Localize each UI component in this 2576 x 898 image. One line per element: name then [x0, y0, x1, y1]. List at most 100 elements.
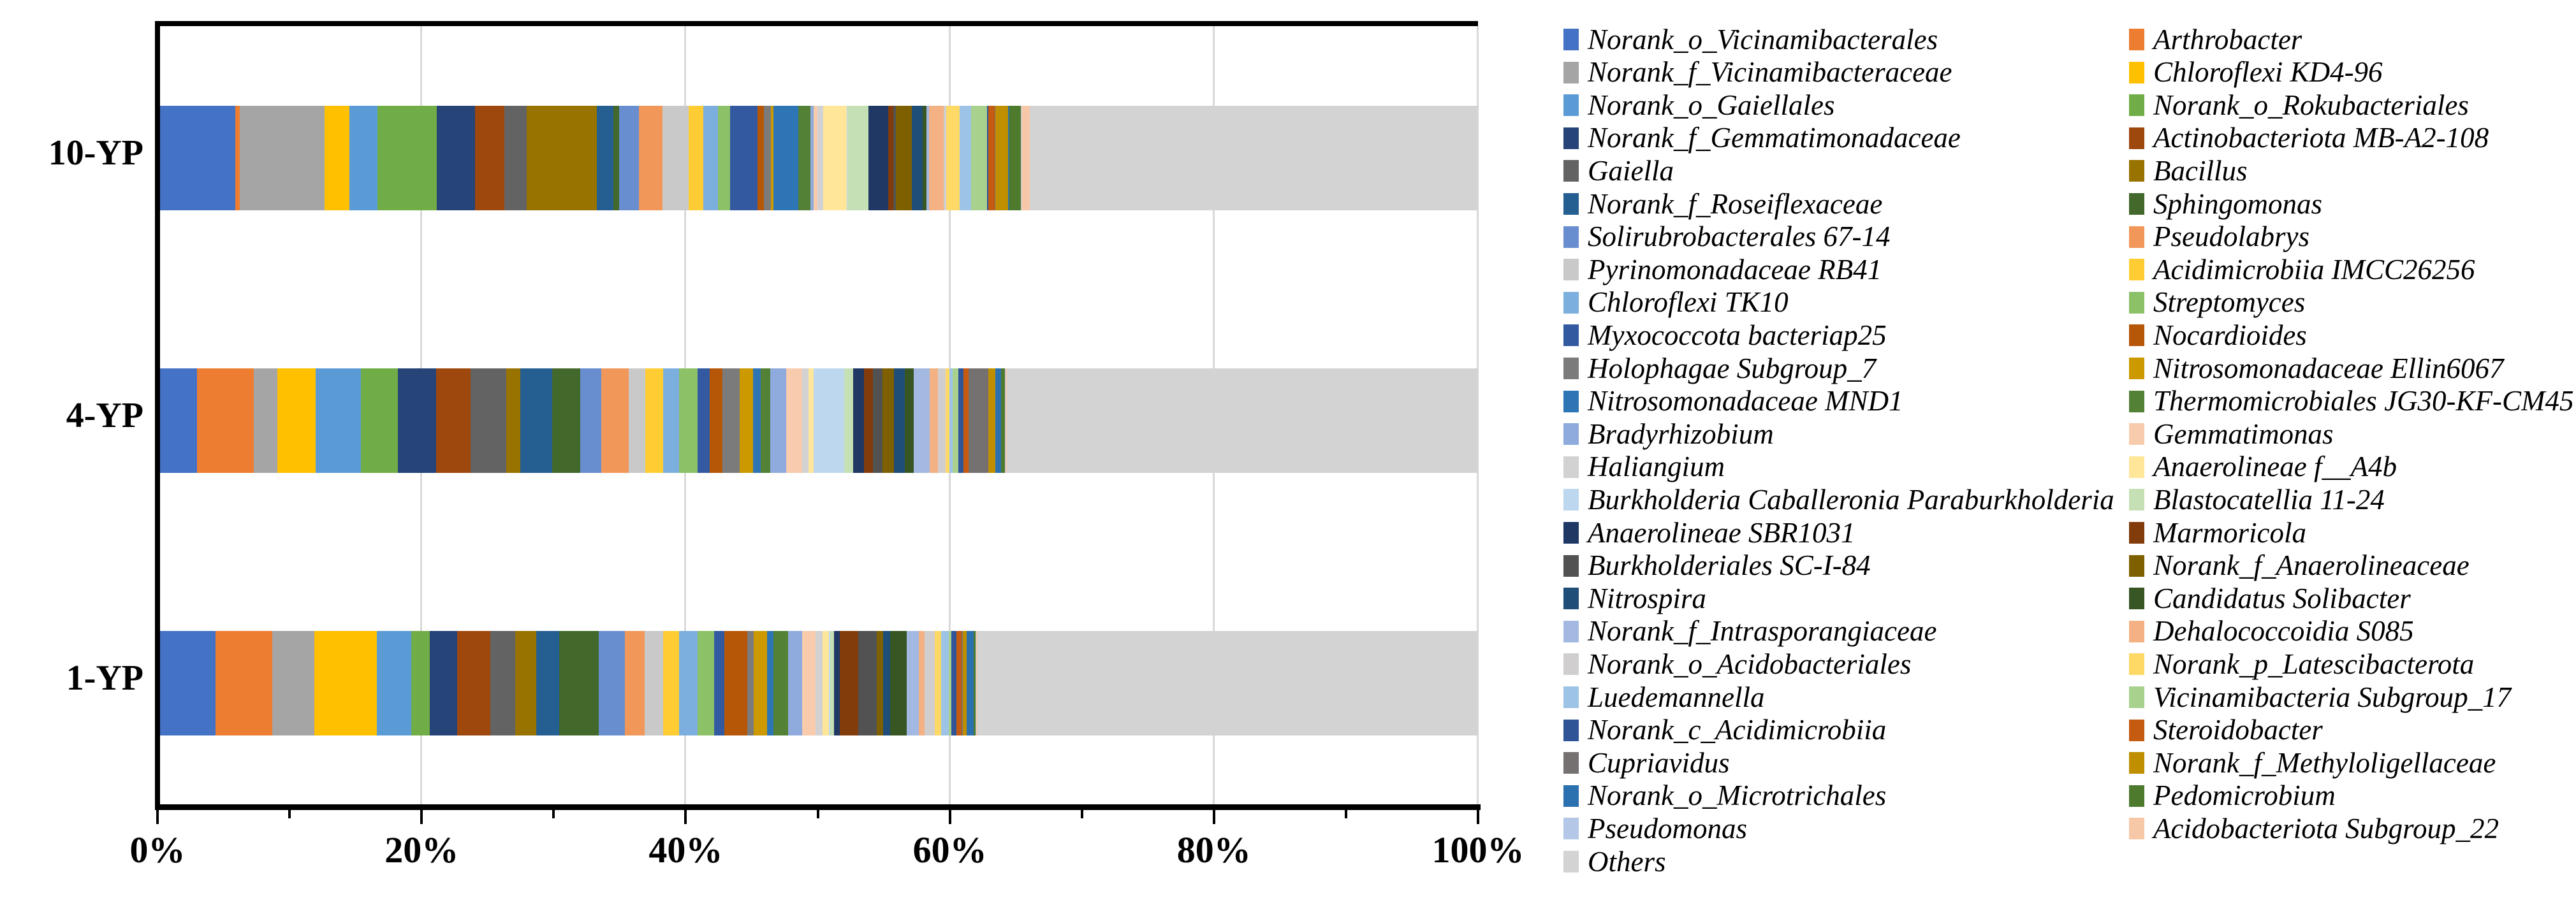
legend-label: Norank_f_Methyloligellaceae [2153, 746, 2496, 779]
bar-segment [709, 368, 723, 473]
bar-segment [853, 368, 864, 473]
x-tick-label-40: 40% [648, 829, 723, 871]
bar-segment [1007, 368, 1478, 473]
bar-segment [814, 106, 818, 210]
bar-segment [613, 106, 619, 210]
legend-label: Nitrosomonadaceae Ellin6067 [2153, 352, 2504, 384]
bar-segment [834, 631, 840, 735]
bar-segment [840, 631, 859, 735]
bar-segment [324, 106, 350, 210]
legend-item: Arthrobacter [2129, 24, 2302, 55]
bar-segment [912, 106, 923, 210]
bar-segment [490, 631, 516, 735]
major-tick-80 [1212, 810, 1215, 824]
legend-swatch [2129, 193, 2144, 215]
legend-label: Steroidobacter [2153, 714, 2323, 746]
legend-swatch [2129, 358, 2144, 379]
bar-segment [717, 106, 730, 210]
bar-segment [678, 631, 698, 735]
legend-swatch [1563, 554, 1579, 577]
legend-swatch [1563, 620, 1579, 642]
bar-segment [536, 631, 559, 735]
legend-label: Bacillus [2153, 154, 2248, 187]
bar-segment [817, 106, 823, 210]
bar-segment [411, 631, 430, 735]
legend-swatch [2129, 127, 2144, 149]
legend-swatch [2129, 160, 2144, 182]
legend-label: Norank_o_Gaiellales [1588, 89, 1835, 121]
bar-segment [1029, 106, 1478, 210]
legend-item: Marmoricola [2129, 518, 2306, 548]
legend-label: Anaerolineae SBR1031 [1588, 516, 1855, 549]
bar-segment [926, 106, 930, 210]
bar-segment [475, 106, 504, 210]
minor-tick-70 [1080, 810, 1083, 818]
legend-swatch [1563, 752, 1579, 774]
bar-segment [157, 368, 198, 473]
bar-segment [988, 106, 995, 210]
legend-swatch [2129, 588, 2144, 610]
bar-segment [506, 368, 521, 473]
bar-1-YP [157, 631, 1478, 735]
bar-segment [764, 106, 771, 210]
legend-label: Arthrobacter [2153, 23, 2302, 55]
legend-swatch [1563, 29, 1579, 50]
bar-segment [888, 106, 894, 210]
bar-segment [724, 631, 747, 735]
legend-item: Pyrinomonadaceae RB41 [1563, 254, 1882, 285]
legend-swatch [1563, 522, 1579, 544]
bar-segment [580, 368, 601, 473]
bar-segment [810, 106, 814, 210]
legend-label: Streptomyces [2153, 286, 2306, 319]
bar-segment [935, 631, 941, 735]
legend-swatch [2129, 291, 2144, 314]
legend-label: Sphingomonas [2153, 187, 2323, 220]
legend-label: Burkholderiales SC-I-84 [1588, 549, 1871, 582]
legend-item: Anaerolineae SBR1031 [1563, 518, 1855, 548]
bar-segment [197, 368, 254, 473]
legend-label: Norank_o_Vicinamibacterales [1588, 23, 1938, 55]
legend-item: Acidobacteriota Subgroup_22 [2129, 813, 2499, 844]
legend-item: Norank_p_Latescibacterota [2129, 649, 2474, 679]
bar-segment [216, 631, 273, 735]
minor-tick-10 [288, 810, 291, 818]
bar-segment [863, 368, 874, 473]
bar-segment [816, 631, 823, 735]
minor-tick-30 [552, 810, 555, 818]
bar-segment [961, 631, 963, 735]
legend-label: Norank_p_Latescibacterota [2153, 648, 2475, 680]
legend-swatch [2129, 522, 2144, 544]
legend-item: Holophagae Subgroup_7 [1563, 353, 1876, 384]
legend-item: Norank_f_Vicinamibacteraceae [1563, 57, 1952, 88]
bar-segment [914, 368, 930, 473]
bar-segment [1001, 368, 1006, 473]
minor-tick-90 [1344, 810, 1347, 818]
bar-segment [787, 631, 803, 735]
legend-swatch [2129, 818, 2144, 840]
bar-segment [436, 106, 476, 210]
legend-label: Nitrosomonadaceae MND1 [1588, 385, 1903, 417]
legend-swatch [1563, 423, 1579, 445]
legend-swatch [2129, 752, 2144, 774]
legend-swatch [1563, 818, 1579, 840]
legend-label: Luedemannella [1588, 681, 1765, 713]
bar-segment [974, 631, 976, 735]
legend: Norank_o_Vicinamibacterales Arthrobacter N… [1549, 0, 2576, 898]
legend-label: Thermomicrobiales JG30-KF-CM45 [2153, 385, 2574, 417]
legend-label: Actinobacteriota MB-A2-108 [2153, 122, 2489, 154]
bar-segment [254, 368, 278, 473]
bar-segment [638, 106, 663, 210]
bar-segment [995, 106, 1009, 210]
legend-item: Pseudomonas [1563, 813, 1747, 844]
bar-segment [598, 631, 626, 735]
legend-label: Norank_f_Anaerolineaceae [2153, 549, 2470, 582]
legend-swatch [1563, 588, 1579, 610]
bar-segment [703, 106, 718, 210]
legend-item: Haliangium [1563, 452, 1725, 482]
bar-segment [904, 368, 914, 473]
bar-segment [822, 631, 829, 735]
bar-segment [773, 631, 788, 735]
bar-segment [988, 368, 995, 473]
bar-segment [971, 106, 988, 210]
